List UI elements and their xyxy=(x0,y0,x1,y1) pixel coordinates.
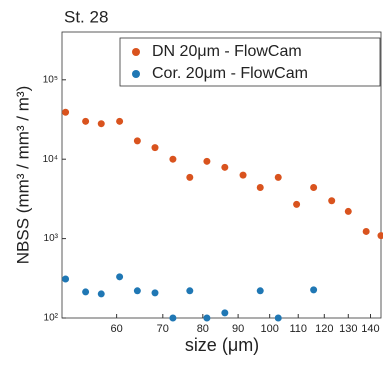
point xyxy=(134,287,141,294)
y-tick-label: 10⁵ xyxy=(43,74,58,85)
x-axis-label: size (μm) xyxy=(185,335,259,355)
x-tick-label: 100 xyxy=(260,323,278,335)
point xyxy=(240,172,247,179)
legend-marker xyxy=(132,48,140,56)
y-tick-label: 10³ xyxy=(44,233,59,244)
point xyxy=(82,288,89,295)
point xyxy=(152,289,159,296)
point xyxy=(186,174,193,181)
point xyxy=(134,137,141,144)
point xyxy=(257,184,264,191)
legend-marker xyxy=(132,70,140,78)
x-tick-label: 70 xyxy=(157,323,169,335)
legend: DN 20μm - FlowCam Cor. 20μm - FlowCam xyxy=(120,38,380,86)
x-tick-label: 80 xyxy=(197,323,209,335)
y-tick-label: 10⁴ xyxy=(43,154,58,165)
point xyxy=(62,109,69,116)
x-tick-label: 140 xyxy=(361,323,379,335)
point xyxy=(378,232,383,239)
point xyxy=(203,315,210,322)
point xyxy=(169,315,176,322)
point xyxy=(328,197,335,204)
point xyxy=(363,228,370,235)
x-tick-label: 130 xyxy=(339,323,357,335)
x-tick-label: 60 xyxy=(111,323,123,335)
point xyxy=(169,156,176,163)
point xyxy=(293,201,300,208)
point xyxy=(221,309,228,316)
point xyxy=(310,184,317,191)
point xyxy=(62,275,69,282)
y-axis-label: NBSS (mm³ / mm³ / m³) xyxy=(13,86,32,264)
chart-title: St. 28 xyxy=(64,7,108,26)
point xyxy=(221,164,228,171)
point xyxy=(275,315,282,322)
point xyxy=(203,158,210,165)
x-tick-label: 110 xyxy=(289,323,307,335)
point xyxy=(345,208,352,215)
point xyxy=(116,118,123,125)
legend-label: DN 20μm - FlowCam xyxy=(152,43,302,60)
point xyxy=(186,287,193,294)
point xyxy=(152,144,159,151)
point xyxy=(82,118,89,125)
y-tick-label: 10² xyxy=(44,313,59,324)
x-tick-label: 120 xyxy=(315,323,333,335)
point xyxy=(116,273,123,280)
legend-label: Cor. 20μm - FlowCam xyxy=(152,65,308,82)
point xyxy=(98,120,105,127)
point xyxy=(275,174,282,181)
point xyxy=(310,286,317,293)
point xyxy=(257,287,264,294)
x-tick-label: 90 xyxy=(232,323,244,335)
point xyxy=(98,290,105,297)
